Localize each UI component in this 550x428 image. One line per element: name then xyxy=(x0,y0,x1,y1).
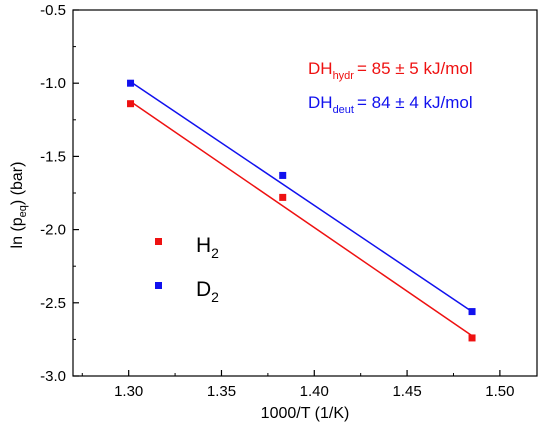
fit-line-d2 xyxy=(130,81,473,313)
y-tick-label-1: -1.0 xyxy=(40,75,66,92)
point-d2-2 xyxy=(468,308,476,316)
point-d2-0 xyxy=(127,79,135,87)
legend-marker-h2 xyxy=(155,238,162,245)
x-tick-label-2: 1.40 xyxy=(300,383,329,400)
annotations: DHhydr = 85 ± 5 kJ/mol DHdeut = 84 ± 4 kJ/… xyxy=(308,59,473,116)
x-axis-label: 1000/T (1/K) xyxy=(261,405,350,422)
y-tick-label-4: -2.5 xyxy=(40,295,66,312)
point-h2-1 xyxy=(279,193,287,201)
fit-lines xyxy=(130,81,473,337)
y-axis-label-main: ln (p xyxy=(9,217,26,248)
annotation-deut: DHdeut = 84 ± 4 kJ/mol xyxy=(308,93,473,116)
y-tick-label-3: -2.0 xyxy=(40,222,66,239)
x-tick-label-4: 1.50 xyxy=(485,383,514,400)
axis-ticks: 1.30 1.35 1.40 1.45 1.50 -0.5 -1.0 -1.5 -2.0 -2.5… xyxy=(40,2,514,400)
x-tick-label-3: 1.45 xyxy=(392,383,421,400)
legend-marker-d2 xyxy=(155,282,162,289)
legend-label-h2: H2 xyxy=(196,234,219,261)
point-h2-0 xyxy=(127,100,135,108)
y-axis-label: ln (peq) (bar) xyxy=(9,162,29,249)
point-d2-1 xyxy=(279,171,287,179)
y-tick-label-5: -3.0 xyxy=(40,368,66,385)
legend: H2 D2 xyxy=(155,234,219,305)
y-tick-label-2: -1.5 xyxy=(40,148,66,165)
annotation-hydr: DHhydr = 85 ± 5 kJ/mol xyxy=(308,59,473,82)
x-tick-label-1: 1.35 xyxy=(207,383,236,400)
x-tick-label-0: 1.30 xyxy=(114,383,143,400)
fit-line-h2 xyxy=(130,100,473,337)
point-h2-2 xyxy=(468,334,476,342)
legend-label-d2: D2 xyxy=(196,278,219,305)
y-tick-label-0: -0.5 xyxy=(40,2,66,19)
y-axis-label-end: ) (bar) xyxy=(9,162,26,206)
data-points xyxy=(127,79,476,342)
y-axis-label-sub: eq xyxy=(17,205,29,217)
